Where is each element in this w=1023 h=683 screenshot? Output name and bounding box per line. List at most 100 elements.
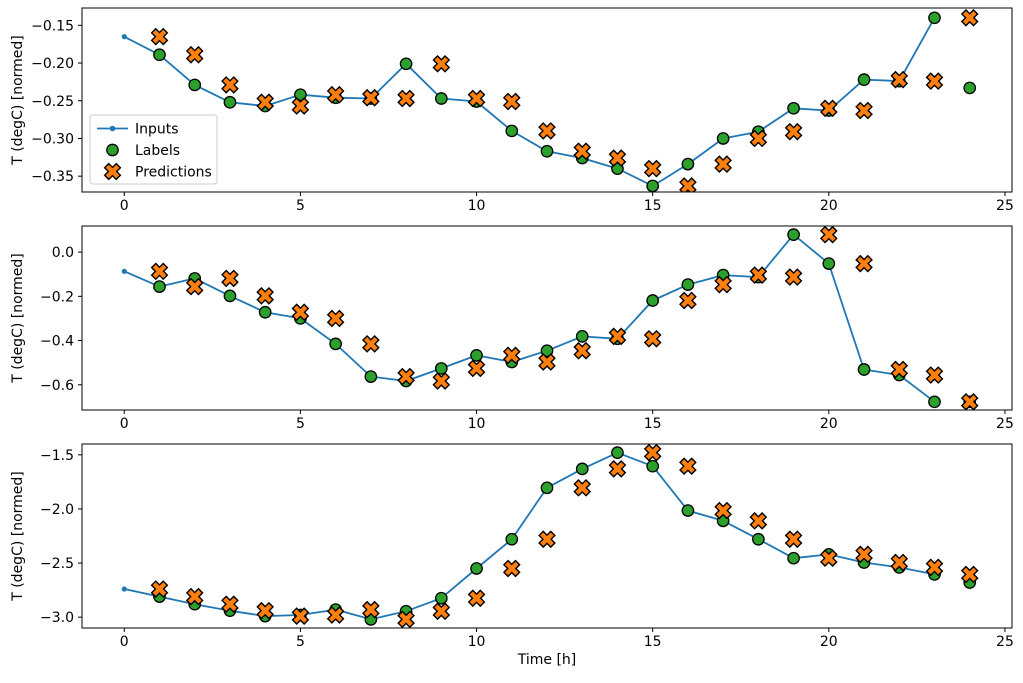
x-tick-label: 20	[820, 198, 838, 214]
labels-point-marker	[681, 157, 695, 171]
legend-item-inputs: Inputs	[97, 122, 179, 138]
predictions-point-marker	[364, 90, 378, 105]
predictions-point-marker	[645, 331, 660, 346]
labels-point-marker	[505, 124, 519, 138]
x-tick-label: 10	[468, 416, 486, 432]
labels-point-marker	[188, 78, 202, 92]
x-tick-label: 15	[644, 634, 662, 650]
predictions-point-marker	[364, 337, 378, 351]
line-dot-icon	[109, 125, 116, 132]
inputs-point-marker	[121, 34, 127, 40]
predictions-point-marker	[504, 348, 519, 363]
y-tick-label: −0.4	[40, 334, 74, 350]
labels-point-marker	[611, 446, 624, 460]
y-axis-label: T (degC) [normed]	[10, 471, 26, 602]
predictions-point-marker	[293, 99, 308, 113]
labels-point-marker	[329, 337, 342, 351]
predictions-point-marker	[821, 227, 836, 242]
predictions-point-marker	[821, 101, 836, 116]
x-tick-label: 25	[996, 198, 1014, 214]
labels-point-marker	[716, 132, 730, 145]
predictions-point-marker	[786, 532, 801, 547]
x-tick-label: 5	[296, 634, 305, 650]
x-marker-icon	[105, 164, 120, 179]
predictions-point-marker	[152, 582, 167, 596]
x-tick-label: 0	[120, 634, 129, 650]
subplot-3: 0 5 10 15 20 25 −1.5 −2.0 −2.5 −3.0 T (degC) [norm…	[10, 443, 1014, 668]
labels-point-marker	[752, 532, 765, 546]
predictions-point-marker	[892, 555, 907, 570]
x-axis-label: Time [h]	[517, 652, 577, 668]
predictions-point-marker	[504, 94, 519, 109]
predictions-point-marker	[962, 567, 977, 582]
labels-point-marker	[928, 395, 941, 409]
labels-point-marker	[470, 349, 483, 362]
predictions-point-marker	[223, 597, 237, 612]
y-axis-label: T (degC) [normed]	[10, 35, 26, 166]
predictions-point-marker	[469, 591, 484, 606]
predictions-point-marker	[681, 179, 695, 192]
predictions-point-marker	[962, 394, 977, 409]
y-tick-label: −2.5	[40, 556, 74, 572]
predictions-point-marker	[927, 74, 942, 89]
x-tick-label: 15	[644, 198, 662, 214]
axes-frame	[81, 7, 1013, 193]
predictions-point-marker	[152, 264, 167, 279]
labels-point-marker	[540, 144, 554, 158]
predictions-point-marker	[258, 603, 273, 618]
predictions-point-marker	[610, 151, 625, 165]
x-tick-label: 0	[120, 198, 129, 214]
predictions-point-marker	[786, 270, 801, 284]
x-tick-label: 20	[820, 634, 838, 650]
legend-box: Inputs Labels Predictions	[89, 114, 218, 185]
predictions-point-marker	[857, 103, 871, 118]
y-tick-label: −1.5	[40, 448, 74, 464]
labels-point-marker	[928, 11, 941, 25]
labels-point-marker	[470, 562, 483, 575]
y-tick-label: −0.35	[31, 169, 74, 185]
predictions-point-marker	[892, 72, 907, 87]
x-tick-label: 20	[820, 416, 838, 432]
labels-point-marker	[822, 257, 836, 270]
x-tick-label: 0	[120, 416, 129, 432]
predictions-point-marker	[927, 368, 942, 382]
predictions-point-marker	[328, 311, 343, 326]
subplot-1: 0 5 10 15 20 25 −0.15 −0.20 −0.25 −0.30 −0.35 T (de…	[10, 7, 1014, 214]
legend-label: Inputs	[135, 122, 179, 138]
labels-point-marker	[364, 370, 378, 383]
labels-point-marker	[857, 73, 871, 86]
labels-point-marker	[575, 330, 589, 343]
x-tick-label: 5	[296, 416, 305, 432]
predictions-point-marker	[504, 561, 519, 576]
x-tick-label: 15	[644, 416, 662, 432]
predictions-point-marker	[962, 10, 977, 25]
predictions-point-marker	[751, 268, 766, 282]
predictions-point-marker	[469, 361, 484, 376]
labels-point-marker	[646, 459, 660, 473]
predictions-point-marker	[716, 277, 730, 292]
labels-point-marker	[540, 481, 554, 495]
labels-point-marker	[258, 305, 272, 319]
predictions-point-marker	[575, 480, 590, 495]
predictions-point-marker	[399, 612, 413, 627]
predictions-point-marker	[293, 305, 308, 320]
predictions-point-marker	[223, 271, 237, 286]
predictions-point-marker	[857, 256, 871, 271]
predictions-point-marker	[751, 513, 766, 528]
inputs-point-marker	[121, 586, 127, 592]
inputs-line	[123, 233, 936, 403]
predictions-point-marker	[540, 124, 554, 138]
predictions-point-marker	[540, 532, 554, 547]
predictions-point-marker	[681, 293, 695, 308]
axes-background	[82, 226, 1012, 410]
labels-point-marker	[681, 504, 695, 517]
series-layer	[121, 444, 979, 628]
labels-point-marker	[963, 81, 977, 95]
labels-point-marker	[223, 289, 237, 303]
predictions-point-marker	[892, 362, 907, 377]
labels-point-marker	[540, 344, 554, 358]
labels-point-marker	[434, 92, 448, 105]
predictions-point-marker	[187, 279, 202, 294]
y-tick-label: −0.25	[31, 94, 74, 110]
y-tick-label: 0.0	[52, 245, 74, 261]
